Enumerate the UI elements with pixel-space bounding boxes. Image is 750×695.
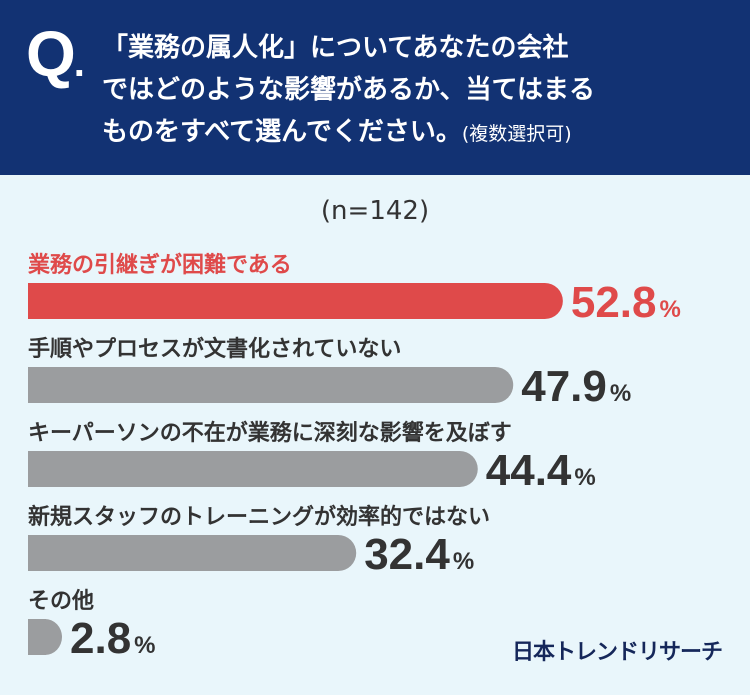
question-note: (複数選択可) bbox=[461, 123, 572, 145]
bar bbox=[28, 451, 478, 487]
bar-square-end bbox=[28, 619, 46, 655]
category-label: その他 bbox=[28, 589, 94, 614]
question-line-1: 「業務の属人化」についてあなたの会社 bbox=[102, 33, 569, 63]
category-label: 手順やプロセスが文書化されていない bbox=[28, 336, 401, 362]
category-label: 新規スタッフのトレーニングが効率的ではない bbox=[28, 504, 490, 530]
bar-square-end bbox=[28, 367, 46, 403]
question-text: 「業務の属人化」についてあなたの会社 ではどのような影響があるか、当てはまる も… bbox=[102, 27, 742, 155]
category-label: キーパーソンの不在が業務に深刻な影響を及ぼす bbox=[28, 420, 512, 446]
value-label: 47.9% bbox=[521, 362, 631, 411]
q-mark: Q. bbox=[26, 18, 85, 90]
question-header: Q. 「業務の属人化」についてあなたの会社 ではどのような影響があるか、当てはま… bbox=[0, 0, 750, 175]
bar bbox=[28, 535, 357, 571]
brand-logo: 日本トレンドリサーチ bbox=[511, 640, 723, 665]
value-label: 32.4% bbox=[364, 530, 474, 579]
value-label: 52.8% bbox=[571, 278, 681, 327]
bar-square-end bbox=[28, 535, 46, 571]
value-label: 44.4% bbox=[486, 446, 596, 495]
sample-size-label: (n=142) bbox=[320, 196, 430, 226]
bar-square-end bbox=[28, 283, 46, 319]
question-line-2: ではどのような影響があるか、当てはまる bbox=[102, 75, 595, 105]
value-label: 2.8% bbox=[70, 614, 156, 663]
bar-square-end bbox=[28, 451, 46, 487]
bar bbox=[28, 367, 514, 403]
bar bbox=[28, 283, 563, 319]
question-line-3: ものをすべて選んでください。(複数選択可) bbox=[102, 117, 572, 147]
category-label: 業務の引継ぎが困難である bbox=[28, 252, 292, 278]
